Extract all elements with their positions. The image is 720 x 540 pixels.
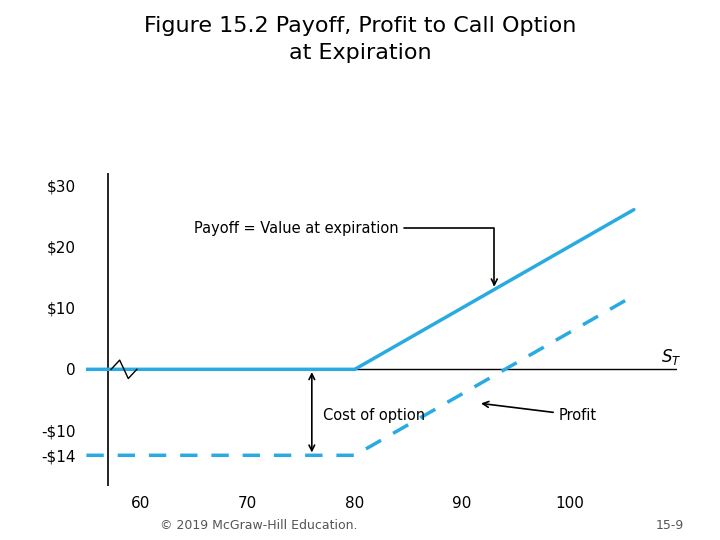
- Text: Profit: Profit: [483, 401, 597, 423]
- Text: $S_T$: $S_T$: [661, 347, 681, 368]
- Text: Payoff = Value at expiration: Payoff = Value at expiration: [194, 220, 498, 285]
- Text: © 2019 McGraw-Hill Education.: © 2019 McGraw-Hill Education.: [161, 519, 358, 532]
- Text: Figure 15.2 Payoff, Profit to Call Option
at Expiration: Figure 15.2 Payoff, Profit to Call Optio…: [144, 16, 576, 63]
- Text: 15-9: 15-9: [656, 519, 684, 532]
- Text: Cost of option: Cost of option: [323, 408, 425, 423]
